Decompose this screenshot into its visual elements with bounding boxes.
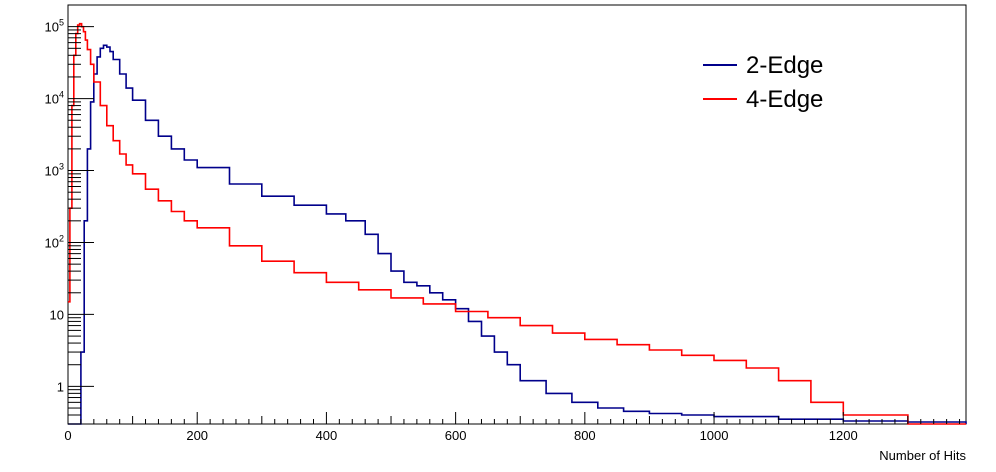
x-tick-label: 800 [574,428,596,443]
x-tick-label: 600 [445,428,467,443]
y-tick-label: 102 [45,233,64,250]
series-layer [68,22,967,425]
legend: 2-Edge 4-Edge [703,52,823,113]
y-axis: 1 10 102 103 104 105 [45,4,94,425]
legend-label-4-edge: 4-Edge [746,86,823,113]
legend-label-2-edge: 2-Edge [746,52,823,79]
series-line-2-edge [68,44,967,425]
x-tick-label: 200 [186,428,208,443]
y-tick-label: 1 [57,379,64,394]
x-tick-label: 1200 [829,428,858,443]
x-axis-title: Number of Hits [879,448,966,463]
x-tick-label: 400 [316,428,338,443]
y-tick-label: 103 [45,162,64,179]
y-tick-label: 105 [45,18,64,35]
y-tick-label: 104 [45,90,64,107]
x-tick-label: 0 [64,428,71,443]
x-axis: 0 200 400 600 800 1000 1200 [64,412,961,443]
plot-frame [67,4,967,425]
y-tick-label: 10 [50,307,64,322]
x-tick-label: 1000 [700,428,729,443]
